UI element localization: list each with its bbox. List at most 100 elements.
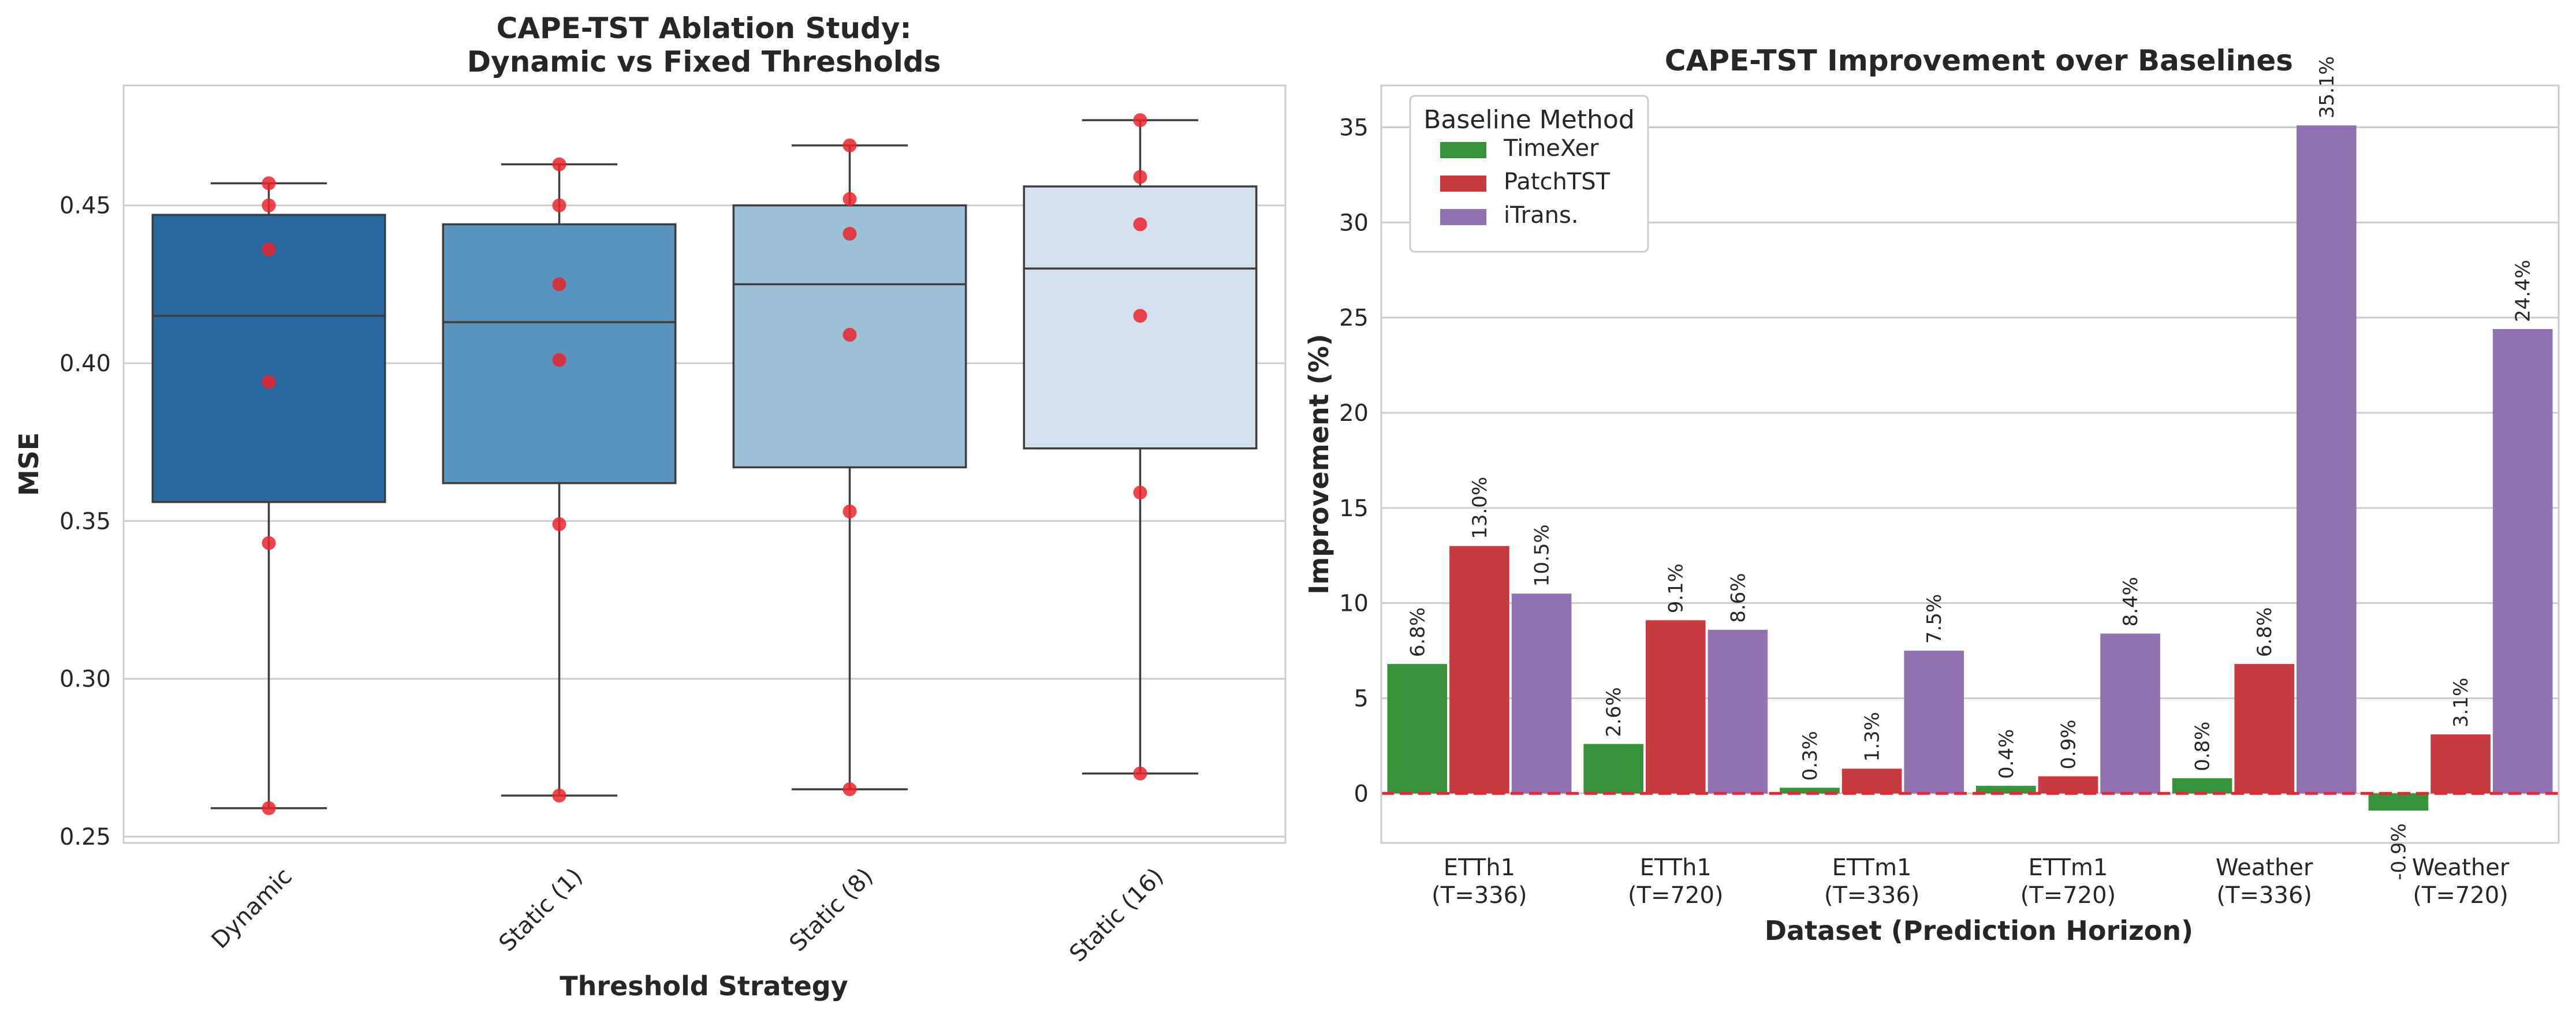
data-point xyxy=(1133,766,1147,781)
bar-patchtst xyxy=(2234,664,2295,794)
x-tick-label-line-1: ETTh1 xyxy=(1444,854,1515,881)
bar-patchtst xyxy=(1645,620,1706,794)
data-point xyxy=(842,327,857,342)
y-tick-label: 35 xyxy=(1339,115,1369,141)
data-point xyxy=(262,536,276,550)
x-tick-label-line-2: (T=720) xyxy=(2020,882,2116,909)
bar-value-label: 24.4% xyxy=(2512,260,2535,322)
y-tick-label: 0.30 xyxy=(59,666,111,693)
bar-timexer xyxy=(1975,786,2036,794)
barchart-frame xyxy=(1380,84,2560,844)
legend-label: PatchTST xyxy=(1504,169,1611,195)
bar-patchtst xyxy=(2430,734,2491,794)
legend-title: Baseline Method xyxy=(1423,105,1635,135)
data-point xyxy=(1133,113,1147,128)
bar-itrans xyxy=(1511,594,1572,794)
barchart-y-ticks: 0 5 10 15 20 25 30 35 xyxy=(1339,115,1369,808)
data-point xyxy=(1133,170,1147,184)
y-tick-label: 30 xyxy=(1339,210,1369,236)
data-point xyxy=(552,789,566,802)
barchart-y-axis-label: Improvement (%) xyxy=(1303,334,1334,594)
x-tick-label-line-1: Weather xyxy=(2412,854,2510,881)
data-point xyxy=(552,353,566,367)
bar-value-label: 0.4% xyxy=(1995,729,2018,779)
x-tick-label-line-1: ETTm1 xyxy=(2028,854,2108,881)
y-tick-label: 15 xyxy=(1339,495,1369,522)
barchart-panel: CAPE-TST Improvement over Baselines 0 5 10… xyxy=(1303,44,2560,946)
x-tick-label-line-1: ETTm1 xyxy=(1832,854,1912,881)
data-point xyxy=(1133,486,1147,500)
x-tick-label-line-2: (T=336) xyxy=(1824,882,1920,909)
y-tick-label: 10 xyxy=(1339,591,1369,617)
data-point xyxy=(842,138,857,152)
data-point xyxy=(842,505,857,518)
bar-itrans xyxy=(1708,629,1768,794)
y-tick-label: 25 xyxy=(1339,305,1369,331)
x-tick-label-line-2: (T=336) xyxy=(1431,882,1527,909)
bar-value-label: 9.1% xyxy=(1665,563,1688,613)
bar-timexer xyxy=(1583,744,1643,794)
y-tick-label: 5 xyxy=(1354,685,1369,712)
boxplot-title-line-1: CAPE-TST Ablation Study: xyxy=(497,12,912,45)
bar-itrans xyxy=(2492,329,2553,794)
data-point xyxy=(262,242,276,257)
y-tick-label: 20 xyxy=(1339,400,1369,427)
boxplot-y-ticks: 0.25 0.30 0.35 0.40 0.45 xyxy=(59,193,111,850)
data-point xyxy=(1133,309,1147,323)
x-tick-label-line-2: (T=336) xyxy=(2216,882,2312,909)
legend-swatch xyxy=(1440,209,1486,225)
bar-value-label: -0.9% xyxy=(2387,823,2410,880)
bar-value-label: 8.6% xyxy=(1727,573,1750,622)
bar-value-label: 3.1% xyxy=(2450,678,2473,727)
data-point xyxy=(842,782,857,797)
legend-label: TimeXer xyxy=(1503,135,1599,162)
bar-value-label: 0.3% xyxy=(1799,731,1822,781)
boxplot-title-line-2: Dynamic vs Fixed Thresholds xyxy=(467,45,941,79)
bar-value-label: 0.8% xyxy=(2191,722,2215,771)
data-point xyxy=(552,517,566,531)
bar-value-label: 6.8% xyxy=(2253,607,2276,657)
data-point xyxy=(262,375,276,389)
bar-value-label: 2.6% xyxy=(1602,687,1626,737)
bar-timexer xyxy=(1387,664,1448,794)
bar-timexer xyxy=(2368,793,2429,811)
bar-timexer xyxy=(1780,787,1840,794)
box-iqr xyxy=(151,214,386,503)
bar-itrans xyxy=(1904,651,1964,794)
bar-value-label: 0.9% xyxy=(2057,719,2080,769)
bar-value-label: 35.1% xyxy=(2316,56,2339,118)
boxplot-frame xyxy=(122,84,1287,844)
y-tick-label: 0.45 xyxy=(59,193,111,219)
bar-patchtst xyxy=(1449,546,1509,794)
barchart-title: CAPE-TST Improvement over Baselines xyxy=(1665,44,2293,77)
legend-swatch xyxy=(1440,142,1486,158)
data-point xyxy=(842,226,857,241)
data-point xyxy=(262,176,276,191)
legend-items: TimeXer PatchTST iTrans. xyxy=(1440,135,1611,229)
bar-itrans xyxy=(2100,633,2160,794)
boxplot-x-axis-label: Threshold Strategy xyxy=(560,971,848,1002)
bar-value-label: 1.3% xyxy=(1861,712,1884,762)
bar-patchtst xyxy=(2038,776,2098,794)
data-point xyxy=(552,157,566,171)
legend-label: iTrans. xyxy=(1504,202,1579,229)
legend-swatch xyxy=(1440,176,1486,192)
data-point xyxy=(262,198,276,212)
x-tick-label-line-1: ETTh1 xyxy=(1640,854,1712,881)
barchart-bars xyxy=(1387,125,2553,811)
x-tick-label-line-1: Weather xyxy=(2216,854,2313,881)
bar-itrans xyxy=(2297,125,2357,794)
bar-value-label: 7.5% xyxy=(1923,594,1946,644)
y-tick-label: 0.40 xyxy=(59,350,111,377)
x-tick-label-line-2: (T=720) xyxy=(2413,882,2508,909)
bar-timexer xyxy=(2172,778,2232,794)
data-point xyxy=(552,198,566,212)
barchart-data-labels: 6.8% 13.0% 10.5% 2.6% 9.1% 8.6% 0.3% 1.3% 7.5% 0.… xyxy=(1406,56,2534,880)
barchart-x-axis-label: Dataset (Prediction Horizon) xyxy=(1765,915,2193,946)
data-point xyxy=(262,801,276,815)
y-tick-label: 0.25 xyxy=(59,824,111,850)
bar-value-label: 8.4% xyxy=(2119,577,2142,626)
bar-value-label: 6.8% xyxy=(1406,607,1429,657)
